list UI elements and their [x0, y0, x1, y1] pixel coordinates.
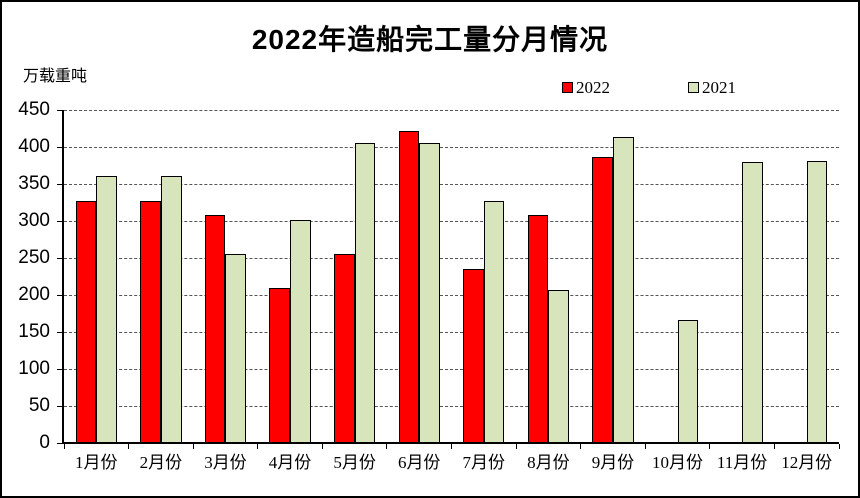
- x-label-8月份: 8月份: [527, 453, 570, 472]
- legend-swatch-2021: [688, 82, 699, 93]
- x-tick-mark-2: [192, 444, 194, 449]
- bar-2021-12月份: [806, 161, 828, 443]
- legend: 2022 2021: [562, 79, 736, 96]
- y-tick-label-400: 400: [18, 136, 50, 157]
- y-tick-mark-300: [57, 220, 64, 222]
- bar-2021-11月份: [742, 161, 763, 443]
- bar-2022-7月份: [463, 269, 484, 443]
- x-tick-mark-8: [580, 444, 582, 449]
- x-label-10月份: 10月份: [652, 453, 704, 472]
- y-tick-mark-0: [57, 442, 64, 444]
- gridline-150: [64, 331, 839, 333]
- bar-2022-8月份: [527, 215, 549, 443]
- y-tick-mark-400: [57, 146, 64, 148]
- x-tick-mark-6: [451, 444, 452, 449]
- bar-2021-4月份: [290, 219, 311, 443]
- bar-2022-1月份: [75, 201, 97, 443]
- x-tick-mark-9: [644, 444, 646, 449]
- gridline-450: [64, 109, 839, 111]
- gridline-250: [64, 257, 839, 259]
- y-tick-label-250: 250: [18, 247, 50, 268]
- y-tick-mark-350: [57, 183, 64, 185]
- bar-2021-6月份: [419, 143, 440, 443]
- x-label-5月份: 5月份: [333, 453, 376, 472]
- bar-2022-4月份: [269, 287, 291, 443]
- x-label-7月份: 7月份: [462, 453, 506, 472]
- legend-label-2022: 2022: [576, 78, 610, 97]
- legend-swatch-2022: [562, 82, 573, 93]
- x-label-12月份: 12月份: [781, 453, 833, 472]
- x-label-2月份: 2月份: [139, 453, 183, 472]
- x-label-3月份: 3月份: [204, 453, 247, 472]
- bar-2022-2月份: [140, 201, 161, 443]
- y-tick-label-450: 450: [18, 99, 50, 120]
- gridline-50: [64, 405, 839, 407]
- bar-2022-3月份: [204, 215, 226, 443]
- bar-2021-10月份: [677, 320, 699, 443]
- bar-2021-2月份: [160, 175, 182, 443]
- gridline-400: [64, 146, 839, 148]
- y-tick-label-300: 300: [18, 210, 50, 231]
- x-label-11月份: 11月份: [716, 453, 768, 472]
- y-tick-mark-250: [57, 257, 64, 259]
- y-tick-mark-150: [57, 331, 64, 333]
- y-tick-mark-200: [57, 294, 64, 296]
- x-tick-mark-5: [386, 444, 388, 449]
- bar-2021-7月份: [483, 201, 505, 443]
- x-tick-mark-7: [515, 444, 517, 449]
- x-tick-mark-3: [257, 444, 259, 449]
- x-label-6月份: 6月份: [397, 453, 441, 472]
- gridline-100: [64, 368, 839, 370]
- legend-item-2022: 2022: [562, 79, 610, 96]
- bar-2022-5月份: [333, 253, 355, 443]
- bar-2022-9月份: [592, 157, 613, 443]
- y-tick-label-100: 100: [18, 358, 50, 379]
- y-tick-label-200: 200: [18, 284, 50, 305]
- y-axis-line: [62, 110, 64, 444]
- x-label-1月份: 1月份: [75, 453, 118, 472]
- x-label-4月份: 4月份: [268, 453, 312, 472]
- y-axis-unit-label: 万载重吨: [23, 68, 88, 85]
- y-tick-label-50: 50: [28, 395, 50, 416]
- y-tick-label-350: 350: [18, 173, 50, 194]
- legend-label-2021: 2021: [702, 78, 736, 97]
- x-tick-mark-4: [321, 444, 323, 449]
- x-axis-line: [62, 442, 839, 444]
- gridline-200: [64, 294, 839, 296]
- legend-item-2021: 2021: [688, 79, 736, 96]
- bar-2022-6月份: [398, 130, 420, 443]
- x-tick-mark-0: [63, 444, 65, 449]
- bar-2021-9月份: [612, 136, 634, 443]
- bar-2021-3月份: [225, 254, 247, 443]
- y-tick-mark-50: [57, 405, 64, 407]
- y-tick-label-150: 150: [18, 321, 50, 342]
- x-tick-mark-11: [773, 444, 775, 449]
- y-tick-mark-100: [57, 368, 64, 370]
- y-tick-mark-450: [57, 109, 64, 111]
- x-label-9月份: 9月份: [591, 453, 635, 472]
- bar-2021-8月份: [548, 289, 570, 443]
- x-tick-mark-10: [709, 444, 711, 449]
- gridline-300: [64, 220, 839, 222]
- gridline-350: [64, 183, 839, 185]
- x-tick-mark-1: [128, 444, 130, 449]
- chart-title: 2022年造船完工量分月情况: [251, 24, 609, 55]
- bar-2021-1月份: [96, 175, 117, 443]
- bar-2021-5月份: [354, 143, 376, 443]
- y-tick-label-0: 0: [39, 432, 50, 453]
- x-tick-mark-12: [838, 444, 840, 449]
